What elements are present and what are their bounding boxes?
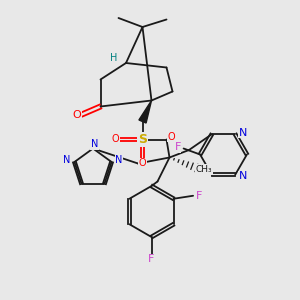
Text: N: N [116, 155, 123, 166]
Text: F: F [196, 191, 202, 201]
Text: N: N [63, 155, 70, 166]
Text: O: O [167, 131, 175, 142]
Text: F: F [174, 142, 181, 152]
Text: O: O [139, 158, 146, 169]
Text: N: N [238, 171, 247, 181]
Text: S: S [138, 133, 147, 146]
Text: F: F [148, 254, 155, 265]
Text: O: O [112, 134, 119, 145]
Text: CH₃: CH₃ [196, 165, 212, 174]
Text: N: N [238, 128, 247, 138]
Polygon shape [139, 100, 152, 123]
Text: O: O [72, 110, 81, 121]
Text: H: H [110, 53, 118, 64]
Text: N: N [91, 139, 98, 149]
